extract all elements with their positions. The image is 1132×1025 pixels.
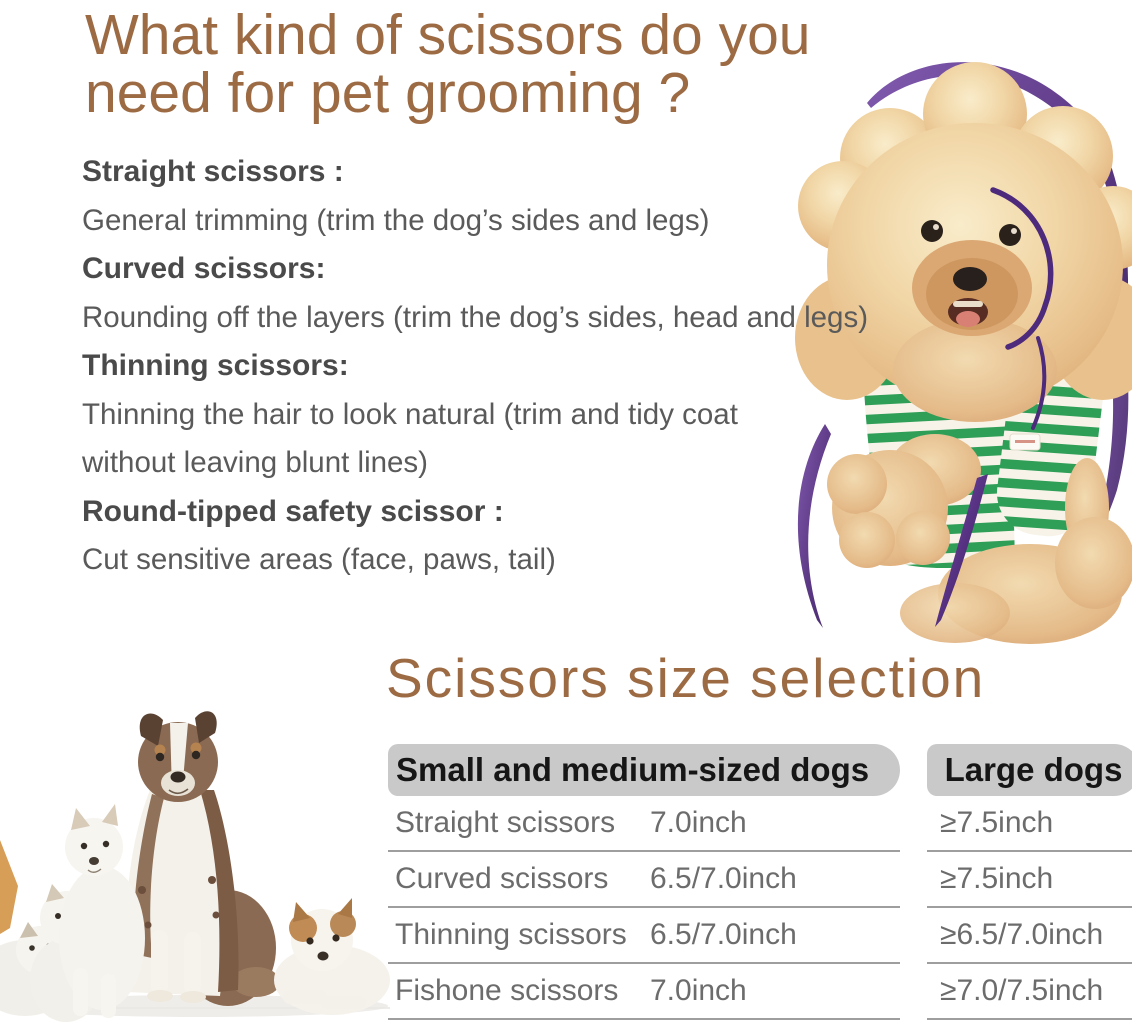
row-large-size: ≥7.5inch bbox=[927, 796, 1132, 852]
page-title: What kind of scissors do you need for pe… bbox=[85, 6, 810, 122]
scissor-type-thinning: Thinning scissors: Thinning the hair to … bbox=[82, 342, 882, 488]
row-scissor-name: Fishone scissors bbox=[395, 974, 619, 1007]
aussie-ear-right bbox=[195, 711, 217, 743]
scissor-type-name: Curved scissors: bbox=[82, 252, 326, 285]
row-small-medium-size: 6.5/7.0inch bbox=[650, 862, 797, 895]
scissor-stroke-swoosh-center bbox=[935, 474, 988, 627]
column-header-large-dogs: Large dogs bbox=[927, 744, 1132, 796]
poodle-paw bbox=[827, 434, 981, 568]
row-large-size: ≥7.5inch bbox=[927, 852, 1132, 908]
scissor-stroke-swoosh-face bbox=[990, 187, 1054, 350]
row-large-size: ≥7.0/7.5inch bbox=[927, 964, 1132, 1020]
table-row-straight: Straight scissors 7.0inch ≥7.5inch bbox=[388, 796, 1132, 852]
column-header-small-medium-dogs: Small and medium-sized dogs bbox=[388, 744, 900, 796]
scissor-type-straight: Straight scissors : General trimming (tr… bbox=[82, 148, 882, 245]
puppy-lying-right bbox=[274, 898, 390, 1015]
scissor-type-name: Round-tipped safety scissor : bbox=[82, 494, 504, 528]
tan-dog-edge bbox=[0, 840, 18, 934]
row-scissor-name: Straight scissors bbox=[395, 806, 616, 839]
row-scissor-name: Thinning scissors bbox=[395, 918, 627, 951]
aussie-ear-left bbox=[139, 713, 163, 746]
dogs-illustration bbox=[0, 711, 390, 1022]
row-small-medium-size: 6.5/7.0inch bbox=[650, 918, 797, 951]
row-large-size: ≥6.5/7.0inch bbox=[927, 908, 1132, 964]
table-row-fishone: Fishone scissors 7.0inch ≥7.0/7.5inch bbox=[388, 964, 1132, 1020]
poodle-eye-left bbox=[921, 220, 943, 242]
size-table-header: Small and medium-sized dogs Large dogs bbox=[388, 744, 1132, 796]
table-row-thinning: Thinning scissors 6.5/7.0inch ≥6.5/7.0in… bbox=[388, 908, 1132, 964]
poodle-eye-right bbox=[999, 224, 1021, 246]
page-title-line1: What kind of scissors do you bbox=[85, 3, 811, 67]
australian-shepherd bbox=[125, 711, 280, 1006]
poodle-tongue bbox=[956, 311, 980, 327]
table-row-curved: Curved scissors 6.5/7.0inch ≥7.5inch bbox=[388, 852, 1132, 908]
scissor-type-desc: without leaving blunt lines) bbox=[82, 446, 429, 479]
scissor-type-desc: Rounding off the layers (trim the dog’s … bbox=[82, 300, 869, 334]
poodle-body-fluff bbox=[900, 458, 1132, 644]
scissor-type-name: Thinning scissors: bbox=[82, 349, 349, 382]
size-selection-title: Scissors size selection bbox=[386, 647, 986, 709]
scissor-type-desc: Cut sensitive areas (face, paws, tail) bbox=[82, 543, 556, 576]
dogs-group-photo bbox=[0, 690, 390, 1025]
poodle-head bbox=[795, 62, 1132, 422]
scissor-type-name: Straight scissors : bbox=[82, 155, 344, 188]
scissor-type-desc: Thinning the hair to look natural (trim … bbox=[82, 397, 738, 431]
poodle-photo bbox=[795, 38, 1132, 645]
poodle-illustration bbox=[795, 62, 1132, 644]
row-small-medium-size: 7.0inch bbox=[650, 806, 747, 839]
scissor-type-desc: General trimming (trim the dog’s sides a… bbox=[82, 203, 710, 237]
scissor-stroke-swoosh-left bbox=[797, 424, 831, 628]
size-table: Straight scissors 7.0inch ≥7.5inch Curve… bbox=[388, 796, 1132, 1020]
scissor-stroke-swoosh-chin bbox=[1031, 336, 1047, 430]
row-small-medium-size: 7.0inch bbox=[650, 974, 747, 1007]
page-title-line2: need for pet grooming ? bbox=[85, 61, 691, 125]
scissor-type-curved: Curved scissors: Rounding off the layers… bbox=[82, 245, 882, 342]
poodle-nose bbox=[953, 267, 987, 291]
puppy-standing bbox=[59, 804, 145, 1018]
scissor-type-round-tipped: Round-tipped safety scissor : Cut sensit… bbox=[82, 488, 882, 585]
scissor-types-list: Straight scissors : General trimming (tr… bbox=[82, 148, 882, 585]
row-scissor-name: Curved scissors bbox=[395, 862, 609, 895]
